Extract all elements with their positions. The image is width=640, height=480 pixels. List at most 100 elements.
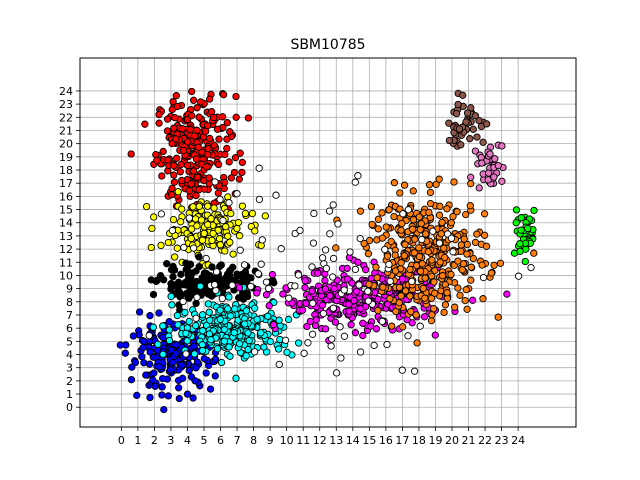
scatter-point: [195, 253, 203, 261]
scatter-point: [298, 306, 307, 314]
scatter-point: [223, 119, 231, 127]
scatter-point: [168, 301, 176, 309]
scatter-point: [321, 285, 330, 293]
scatter-point: [355, 281, 363, 289]
x-tick-label: 20: [445, 434, 459, 447]
scatter-point: [158, 374, 167, 383]
scatter-point: [163, 127, 172, 135]
scatter-point: [325, 207, 334, 215]
scatter-point: [225, 267, 234, 275]
scatter-point: [146, 348, 154, 356]
scatter-point: [185, 214, 193, 222]
scatter-point: [215, 135, 223, 143]
scatter-point: [390, 179, 399, 187]
scatter-point: [185, 187, 194, 195]
scatter-point: [329, 254, 338, 263]
scatter-point: [443, 205, 451, 213]
scatter-point: [431, 331, 439, 339]
scatter-point: [421, 294, 429, 302]
scatter-point: [207, 336, 215, 344]
scatter-point: [381, 245, 389, 254]
scatter-point: [454, 257, 462, 265]
scatter-point: [373, 274, 381, 282]
scatter-point: [224, 232, 232, 240]
x-tick-label: 9: [267, 434, 274, 447]
scatter-point: [391, 267, 400, 275]
scatter-point: [482, 242, 491, 250]
scatter-point: [309, 299, 317, 307]
scatter-point: [127, 150, 135, 158]
scatter-point: [169, 358, 177, 367]
scatter-point: [478, 261, 486, 269]
scatter-point: [467, 180, 475, 188]
scatter-point: [198, 236, 207, 244]
x-tick-label: 18: [412, 434, 426, 447]
x-tick-label: 3: [167, 434, 174, 447]
scatter-point: [479, 138, 487, 146]
scatter-point: [188, 112, 196, 120]
x-tick-label: 23: [495, 434, 509, 447]
scatter-point: [527, 263, 535, 272]
scatter-point: [415, 213, 423, 221]
x-tick-label: 8: [250, 434, 257, 447]
scatter-point: [155, 309, 163, 317]
scatter-point: [329, 304, 337, 312]
scatter-point: [354, 172, 362, 180]
scatter-point: [288, 299, 296, 307]
scatter-point: [494, 161, 502, 170]
scatter-point: [365, 236, 374, 245]
scatter-point: [426, 199, 435, 208]
scatter-point: [430, 278, 438, 286]
scatter-point: [206, 316, 214, 324]
scatter-point: [471, 147, 480, 155]
x-tick-label: 14: [346, 434, 360, 447]
scatter-point: [516, 240, 524, 248]
scatter-point: [178, 374, 187, 382]
scatter-point: [318, 301, 327, 309]
scatter-point: [409, 225, 417, 233]
scatter-point: [262, 278, 271, 286]
scatter-point: [441, 253, 449, 262]
scatter-point: [308, 330, 317, 338]
scatter-point: [275, 316, 283, 324]
scatter-point: [374, 215, 383, 223]
scatter-point: [155, 119, 163, 127]
scatter-point: [176, 168, 185, 176]
scatter-point: [169, 273, 177, 281]
scatter-point: [517, 226, 525, 234]
scatter-point: [182, 265, 190, 274]
scatter-point: [177, 270, 185, 278]
scatter-point: [209, 229, 217, 238]
scatter-point: [244, 114, 253, 122]
y-tick-label: 9: [66, 283, 73, 296]
scatter-point: [211, 372, 219, 380]
scatter-point: [514, 272, 523, 280]
scatter-point: [490, 173, 498, 181]
scatter-point: [467, 276, 475, 284]
scatter-point: [486, 150, 494, 158]
y-tick-label: 2: [66, 375, 73, 388]
scatter-point: [257, 329, 265, 337]
scatter-point: [455, 125, 464, 133]
scatter-point: [452, 109, 461, 118]
scatter-point: [385, 260, 393, 269]
scatter-point: [413, 339, 421, 347]
y-tick-label: 0: [66, 401, 73, 414]
axes: 0 1 2 3 4 5 6 7 8 9 10 11 12 13 14 15 16 17 18 19 20 21 22 23 24…: [59, 57, 577, 447]
scatter-point: [386, 295, 394, 303]
x-tick-label: 24: [511, 434, 525, 447]
scatter-point: [191, 377, 199, 385]
scatter-point: [235, 284, 244, 292]
scatter-point: [227, 312, 235, 320]
scatter-point: [190, 282, 198, 291]
scatter-point: [185, 294, 193, 302]
scatter-point: [435, 239, 444, 247]
scatter-point: [165, 318, 173, 326]
scatter-point: [160, 276, 168, 284]
scatter-point: [195, 263, 203, 271]
scatter-point: [398, 366, 406, 374]
x-tick-label: 7: [234, 434, 241, 447]
scatter-point: [204, 220, 212, 229]
scatter-point: [221, 150, 229, 159]
scatter-point: [171, 114, 179, 122]
